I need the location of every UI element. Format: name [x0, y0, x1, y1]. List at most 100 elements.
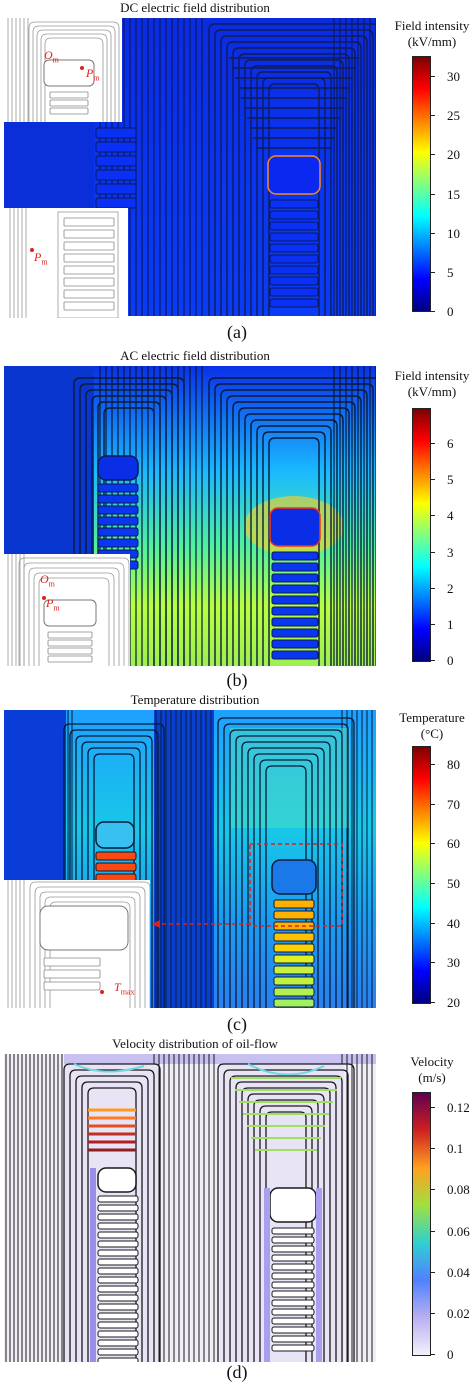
colorbar-tick-mark [430, 1148, 435, 1150]
inset-geometry [9, 208, 119, 319]
colorbar-tick-label: 0.04 [447, 1264, 470, 1280]
colorbar-tick-label: 2 [447, 580, 454, 596]
colorbar [412, 56, 431, 312]
colorbar [412, 1092, 431, 1356]
marker-dot [42, 596, 46, 600]
colorbar-tick-mark [430, 271, 435, 273]
marker-dot [80, 66, 84, 70]
colorbar-tick-mark [430, 115, 435, 117]
panel-title: Velocity distribution of oil-flow [112, 1036, 278, 1051]
colorbar-tick-label: 80 [447, 757, 460, 772]
colorbar-tick-mark [430, 623, 435, 625]
colorbar-tick-mark [430, 962, 435, 964]
colorbar-tick-label: 0.02 [447, 1305, 470, 1321]
colorbar-tick-mark [430, 803, 435, 805]
inset-top: Om Pm [4, 18, 122, 122]
colorbar-tick-mark [430, 1354, 435, 1355]
colorbar-tick-mark [430, 1107, 435, 1108]
colorbar-tick-label: 0 [447, 653, 454, 668]
colorbar [412, 408, 431, 662]
marker-p: Pm [34, 250, 48, 267]
colorbar-tick-mark [430, 311, 435, 312]
colorbar-tick-mark [430, 922, 435, 924]
colorbar-tick-mark [430, 660, 435, 661]
colorbar-tick-label: 40 [447, 915, 460, 931]
inset-geometry [7, 18, 120, 122]
colorbar-tick-label: 50 [447, 876, 460, 891]
velocity-map [4, 1054, 376, 1362]
panel-label: (c) [227, 1014, 247, 1034]
panel-label: (a) [227, 322, 247, 342]
marker-o: Om [40, 572, 55, 589]
colorbar-tick-label: 25 [447, 108, 460, 124]
colorbar-tick-mark [430, 193, 435, 195]
colorbar-tick-mark [430, 587, 435, 589]
colorbar-tick-label: 30 [447, 955, 460, 971]
ac-field-map [4, 366, 376, 666]
marker-dot [100, 990, 104, 994]
colorbar-title: Temperature (°C) [399, 710, 465, 741]
colorbar-tick-mark [430, 1230, 435, 1232]
panel-a: DC electric field distribution Om Pm Pm … [0, 0, 474, 350]
marker-dot [30, 248, 34, 252]
colorbar-tick-mark [430, 883, 435, 884]
colorbar-tick-mark [430, 843, 435, 845]
ac-field-plot [4, 366, 376, 666]
velocity-plot [4, 1054, 376, 1362]
colorbar-tick-mark [430, 551, 435, 553]
inset-geometry [7, 554, 130, 666]
colorbar-title: Field intensity (kV/mm) [394, 18, 470, 49]
panel-label: (b) [226, 670, 248, 690]
colorbar-tick-mark [430, 76, 435, 77]
inset-bottom: Pm [4, 208, 128, 319]
panel-title: DC electric field distribution [120, 0, 270, 15]
panel-label: (d) [226, 1362, 248, 1382]
colorbar-tick-label: 0.08 [447, 1182, 470, 1198]
colorbar-tick-label: 5 [447, 264, 454, 280]
colorbar-tick-mark [430, 232, 435, 234]
colorbar-tick-label: 10 [447, 225, 460, 241]
temperature-map [4, 710, 376, 1008]
colorbar-tick-label: 5 [447, 472, 454, 488]
panel-d: Velocity distribution of oil-flow Veloci… [0, 1036, 474, 1390]
temperature-plot [4, 710, 376, 1008]
colorbar [412, 746, 431, 1004]
colorbar-tick-mark [430, 1002, 435, 1003]
colorbar-tick-mark [430, 764, 435, 765]
colorbar-tick-label: 60 [447, 836, 460, 852]
colorbar-tick-label: 4 [447, 508, 454, 524]
marker-o: Om [44, 48, 59, 65]
panel-title: Temperature distribution [130, 692, 260, 707]
colorbar-tick-label: 20 [447, 995, 460, 1010]
marker-p: Pm [46, 596, 60, 613]
inset: Tmax [4, 880, 151, 1008]
colorbar-tick-mark [430, 1312, 435, 1314]
colorbar-title: Field intensity (kV/mm) [394, 368, 470, 399]
colorbar-tick-mark [430, 1271, 435, 1273]
marker-p: Pm [86, 66, 100, 83]
colorbar-tick-mark [430, 443, 435, 444]
colorbar-tick-mark [430, 154, 435, 156]
colorbar-tick-label: 0 [447, 1347, 454, 1362]
inset-geometry [7, 880, 151, 1008]
colorbar-tick-label: 20 [447, 147, 460, 163]
colorbar-tick-label: 30 [447, 69, 460, 84]
colorbar-tick-label: 0.1 [447, 1141, 464, 1157]
colorbar-tick-mark [430, 1189, 435, 1191]
marker-t: Tmax [114, 980, 135, 997]
colorbar-tick-label: 70 [447, 796, 460, 812]
colorbar-tick-label: 0.06 [447, 1223, 470, 1239]
panel-c: Temperature distribution Tmax Temperatur… [0, 692, 474, 1038]
colorbar-tick-label: 0.12 [447, 1100, 470, 1115]
panel-title: AC electric field distribution [120, 348, 270, 363]
colorbar-tick-mark [430, 515, 435, 517]
colorbar-tick-label: 0 [447, 304, 454, 319]
colorbar-tick-label: 15 [447, 186, 460, 202]
inset: Om Pm [4, 554, 130, 666]
colorbar-tick-label: 3 [447, 544, 454, 560]
colorbar-tick-label: 1 [447, 616, 454, 632]
colorbar-title: Velocity (m/s) [410, 1054, 454, 1085]
colorbar-tick-label: 6 [447, 436, 454, 451]
colorbar-tick-mark [430, 479, 435, 481]
panel-b: AC electric field distribution Om Pm Fie… [0, 348, 474, 694]
